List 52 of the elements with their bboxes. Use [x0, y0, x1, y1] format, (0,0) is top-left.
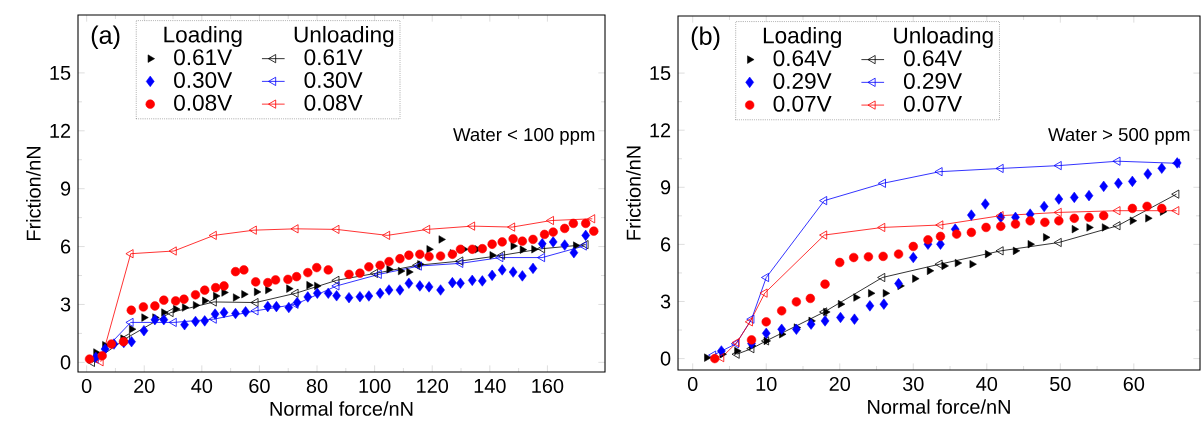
y-tick-label: 0: [60, 355, 71, 370]
x-tick-label: 0: [81, 378, 92, 394]
annotation: Loading: [164, 25, 242, 47]
annotation: (a): [91, 25, 120, 49]
annotation: Water > 500 ppm: [1048, 127, 1190, 145]
annotation: Unloading: [294, 25, 394, 47]
legend-label: 0.29V: [773, 72, 832, 89]
x-tick-label: 10: [756, 376, 777, 392]
x-tick-label: 20: [134, 378, 155, 394]
annotation: Unloading: [894, 26, 993, 48]
x-tick-label: 40: [191, 378, 213, 394]
y-axis-title: Friction/nN: [26, 146, 41, 241]
x-tick-label: 50: [1050, 376, 1071, 392]
legend-label: 0.64V: [903, 50, 962, 67]
annotation: (b): [691, 26, 720, 50]
x-tick-label: 0: [687, 376, 698, 392]
y-tick-label: 15: [650, 66, 671, 81]
x-tick-label: 20: [829, 376, 851, 392]
x-axis-title: Normal force/nN: [270, 401, 413, 416]
y-tick-label: 9: [60, 181, 71, 196]
legend-label: 0.29V: [903, 72, 962, 89]
legend-label: 0.64V: [773, 50, 832, 67]
legend-label: 0.30V: [304, 72, 363, 89]
y-tick-label: 0: [660, 351, 671, 366]
y-tick-label: 9: [660, 180, 671, 195]
y-tick-label: 6: [61, 239, 71, 254]
legend-label: 0.61V: [174, 49, 233, 66]
annotation: Loading: [763, 26, 841, 48]
y-tick-label: 15: [50, 65, 71, 80]
legend-label: 0.07V: [773, 95, 832, 112]
x-tick-label: 100: [359, 378, 391, 394]
x-tick-label: 140: [474, 378, 506, 394]
y-tick-label: 12: [50, 123, 71, 138]
y-tick-label: 3: [60, 297, 71, 312]
y-axis-title: Friction/nN: [626, 146, 641, 240]
x-tick-label: 60: [1123, 376, 1145, 392]
x-tick-label: 30: [902, 376, 924, 392]
annotation: Water < 100 ppm: [453, 127, 595, 145]
x-axis-title: Normal force/nN: [868, 399, 1010, 414]
y-tick-label: 3: [660, 294, 671, 309]
x-tick-label: 60: [249, 378, 270, 394]
legend-label: 0.07V: [903, 95, 962, 112]
legend-label: 0.08V: [304, 94, 363, 111]
y-tick-label: 12: [650, 123, 671, 138]
x-tick-label: 40: [976, 376, 998, 392]
x-tick-label: 80: [306, 378, 328, 394]
y-tick-label: 6: [661, 237, 671, 252]
legend-label: 0.30V: [174, 72, 233, 89]
legend-label: 0.08V: [174, 94, 233, 111]
x-tick-label: 160: [532, 378, 564, 394]
x-tick-label: 120: [417, 378, 449, 394]
legend-label: 0.61V: [304, 49, 363, 66]
